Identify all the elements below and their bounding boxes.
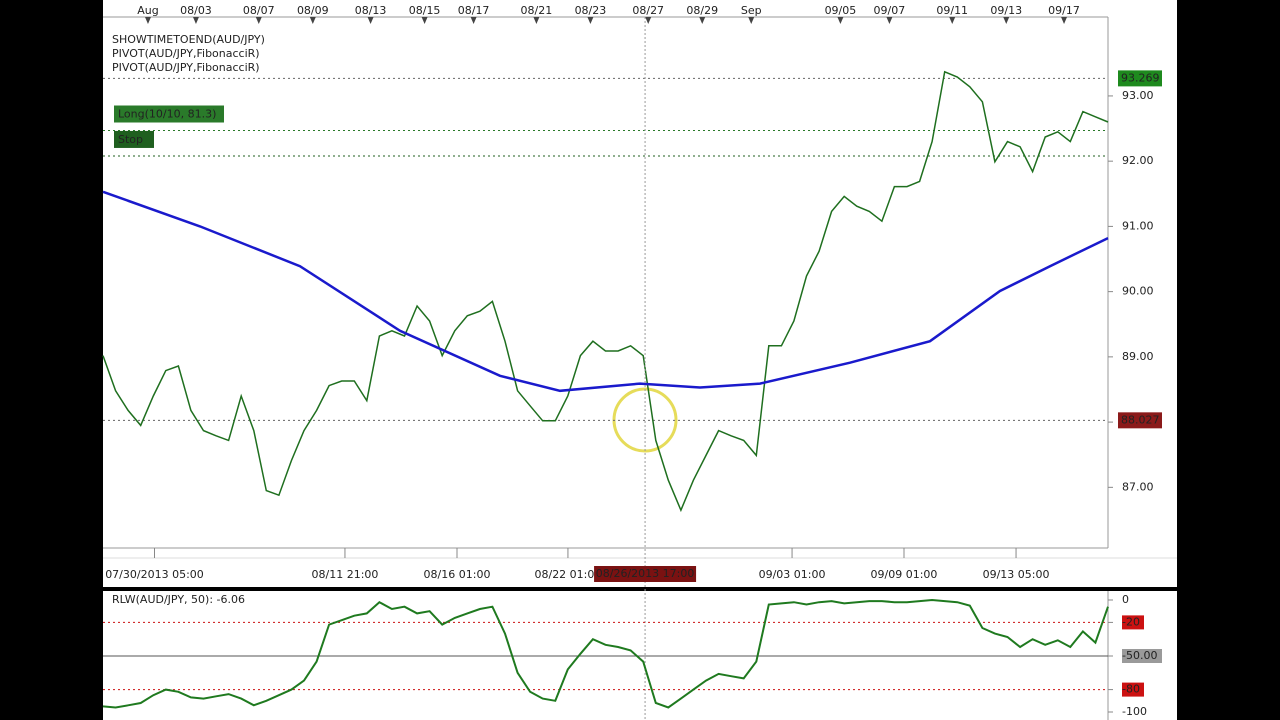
x-tick-label: 09/13 05:00: [983, 568, 1050, 581]
top-tick-label: 08/27: [632, 4, 664, 17]
top-tick-label: 09/11: [936, 4, 968, 17]
y-tick-label: 87.00: [1122, 480, 1154, 493]
top-tick: [699, 17, 706, 24]
top-tick: [144, 17, 151, 24]
x-tick-label: 09/09 01:00: [871, 568, 938, 581]
top-tick: [748, 17, 755, 24]
level-box: [114, 130, 154, 148]
top-tick-label: 08/21: [521, 4, 553, 17]
y-tick-label: -100: [1122, 705, 1147, 718]
top-tick: [949, 17, 956, 24]
top-tick-label: 08/17: [458, 4, 490, 17]
level-label: Long(10/10, 81.3): [118, 108, 216, 121]
top-tick: [587, 17, 594, 24]
x-tick-label: 09/03 01:00: [759, 568, 826, 581]
level-tag: [1122, 649, 1162, 663]
top-tick: [886, 17, 893, 24]
top-tick-label: Sep: [741, 4, 762, 17]
oscillator-title: RLW(AUD/JPY, 50): -6.06: [112, 593, 245, 606]
indicator-label: SHOWTIMETOEND(AUD/JPY): [112, 33, 265, 46]
top-tick: [421, 17, 428, 24]
top-tick-label: 08/07: [243, 4, 275, 17]
top-tick-label: 08/13: [355, 4, 387, 17]
level-tag: [1122, 615, 1144, 630]
top-tick-label: 08/03: [180, 4, 212, 17]
y-tick-label: 92.00: [1122, 154, 1154, 167]
top-tick: [192, 17, 199, 24]
top-tick-label: 08/15: [409, 4, 441, 17]
top-tick-label: 09/13: [990, 4, 1022, 17]
top-tick-label: Aug: [137, 4, 158, 17]
top-tick-label: 09/05: [825, 4, 857, 17]
indicator-label: PIVOT(AUD/JPY,FibonacciR): [112, 47, 260, 60]
top-tick: [255, 17, 262, 24]
price-tag: [1118, 70, 1162, 87]
crosshair-box: [594, 566, 697, 582]
y-tick-label: -20: [1122, 615, 1140, 628]
series-line: [102, 190, 1109, 393]
series-line: [102, 598, 1109, 709]
level-box: [114, 105, 224, 123]
top-tick-label: 08/29: [686, 4, 718, 17]
top-tick: [309, 17, 316, 24]
level-label: Stop: [118, 133, 143, 146]
top-tick: [645, 17, 652, 24]
price-tag-label: 93.269: [1121, 71, 1160, 84]
y-tick-label: 0: [1122, 593, 1129, 606]
level-tag: [1122, 682, 1144, 697]
top-tick: [1061, 17, 1068, 24]
indicator-label: PIVOT(AUD/JPY,FibonacciR): [112, 61, 260, 74]
top-tick-label: 08/09: [297, 4, 329, 17]
x-tick-label: 07/30/2013 05:00: [105, 568, 204, 581]
x-tick-label: 08/16 01:00: [424, 568, 491, 581]
top-tick-label: 09/17: [1048, 4, 1080, 17]
y-tick-label: -50.00: [1122, 649, 1157, 662]
price-tag: [1118, 412, 1162, 429]
top-tick: [533, 17, 540, 24]
top-tick-label: 09/07: [874, 4, 906, 17]
top-tick-label: 08/23: [575, 4, 607, 17]
price-panel: [103, 0, 1177, 587]
y-tick-label: -80: [1122, 683, 1140, 696]
y-tick-label: 89.00: [1122, 350, 1154, 363]
top-tick: [837, 17, 844, 24]
series-line: [102, 70, 1109, 513]
top-tick: [1003, 17, 1010, 24]
x-tick-label: 08/11 21:00: [312, 568, 379, 581]
crosshair-label: 08/26/2013 17:00: [596, 567, 695, 580]
x-tick-label: 08/22 01:00: [534, 568, 601, 581]
y-tick-label: 90.00: [1122, 285, 1154, 298]
y-tick-label: 91.00: [1122, 219, 1154, 232]
price-tag-label: 88.027: [1121, 413, 1160, 426]
top-tick: [470, 17, 477, 24]
y-tick-label: 93.00: [1122, 89, 1154, 102]
top-tick: [367, 17, 374, 24]
